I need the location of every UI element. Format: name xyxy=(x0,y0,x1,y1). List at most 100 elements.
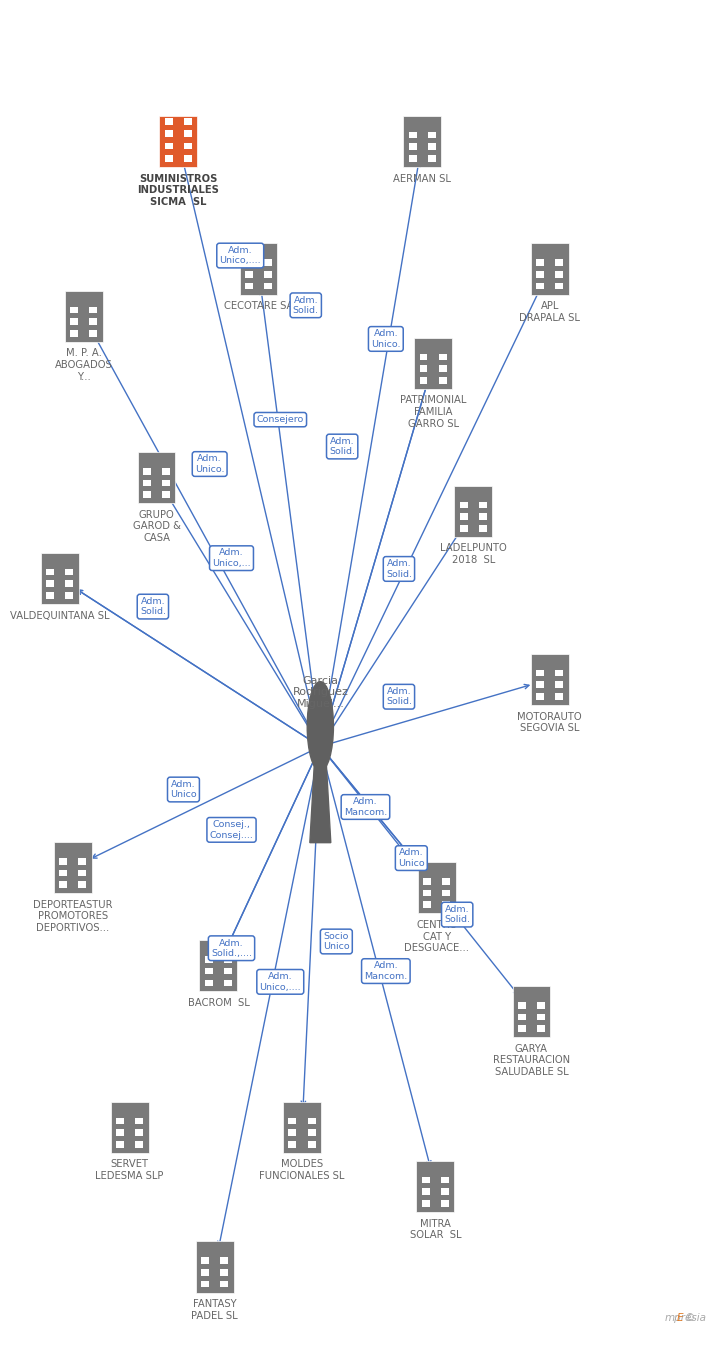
FancyBboxPatch shape xyxy=(428,144,436,151)
Text: FANTASY
PADEL SL: FANTASY PADEL SL xyxy=(191,1299,238,1321)
FancyBboxPatch shape xyxy=(90,307,98,313)
FancyBboxPatch shape xyxy=(308,1118,316,1124)
FancyBboxPatch shape xyxy=(165,143,173,149)
FancyBboxPatch shape xyxy=(245,272,253,278)
FancyBboxPatch shape xyxy=(428,132,436,139)
Text: GRUPO
GAROD &
CASA: GRUPO GAROD & CASA xyxy=(132,510,181,543)
FancyBboxPatch shape xyxy=(221,1280,229,1287)
Text: CENTRO
CAT Y
DESGUACE...: CENTRO CAT Y DESGUACE... xyxy=(404,920,470,954)
Text: Socio
Unico: Socio Unico xyxy=(323,932,349,951)
FancyBboxPatch shape xyxy=(143,468,151,475)
Text: SUMINISTROS
INDUSTRIALES
SICMA  SL: SUMINISTROS INDUSTRIALES SICMA SL xyxy=(138,174,219,207)
FancyBboxPatch shape xyxy=(518,1002,526,1009)
FancyBboxPatch shape xyxy=(264,260,272,266)
FancyBboxPatch shape xyxy=(537,1025,545,1032)
FancyBboxPatch shape xyxy=(419,366,427,373)
FancyBboxPatch shape xyxy=(422,1189,430,1196)
Text: ©: © xyxy=(685,1314,699,1323)
Text: SERVET
LEDESMA SLP: SERVET LEDESMA SLP xyxy=(95,1159,164,1181)
FancyBboxPatch shape xyxy=(479,514,487,521)
FancyBboxPatch shape xyxy=(165,155,173,161)
FancyBboxPatch shape xyxy=(288,1130,296,1137)
FancyBboxPatch shape xyxy=(536,272,544,278)
FancyBboxPatch shape xyxy=(439,354,447,360)
FancyBboxPatch shape xyxy=(90,330,98,336)
FancyBboxPatch shape xyxy=(116,1130,124,1137)
Text: E: E xyxy=(676,1314,683,1323)
FancyBboxPatch shape xyxy=(518,1014,526,1021)
FancyBboxPatch shape xyxy=(422,1177,430,1184)
FancyBboxPatch shape xyxy=(79,870,87,877)
FancyBboxPatch shape xyxy=(245,282,253,289)
Text: Adm.
Solid.: Adm. Solid. xyxy=(444,905,470,924)
FancyBboxPatch shape xyxy=(403,116,441,167)
Text: PATRIMONIAL
FAMILIA
GARRO SL: PATRIMONIAL FAMILIA GARRO SL xyxy=(400,395,467,429)
Text: GARYA
RESTAURACION
SALUDABLE SL: GARYA RESTAURACION SALUDABLE SL xyxy=(493,1044,570,1077)
FancyBboxPatch shape xyxy=(459,502,467,508)
FancyBboxPatch shape xyxy=(459,514,467,521)
FancyBboxPatch shape xyxy=(201,1280,209,1287)
FancyBboxPatch shape xyxy=(184,118,192,125)
FancyBboxPatch shape xyxy=(159,116,197,167)
FancyBboxPatch shape xyxy=(224,956,232,963)
FancyBboxPatch shape xyxy=(221,1258,229,1264)
FancyBboxPatch shape xyxy=(70,330,78,336)
Text: Consejero: Consejero xyxy=(257,416,304,424)
FancyBboxPatch shape xyxy=(70,307,78,313)
Text: Adm.
Unico,...: Adm. Unico,... xyxy=(212,549,251,568)
Text: Consej.,
Consej....: Consej., Consej.... xyxy=(210,820,253,839)
FancyBboxPatch shape xyxy=(199,940,237,991)
Text: Adm.
Mancom.: Adm. Mancom. xyxy=(344,798,387,816)
FancyBboxPatch shape xyxy=(414,338,452,389)
FancyBboxPatch shape xyxy=(46,581,54,588)
FancyBboxPatch shape xyxy=(205,968,213,975)
Text: MITRA
SOLAR  SL: MITRA SOLAR SL xyxy=(410,1219,461,1240)
FancyBboxPatch shape xyxy=(555,282,563,289)
FancyBboxPatch shape xyxy=(537,1014,545,1021)
FancyBboxPatch shape xyxy=(205,979,213,986)
FancyBboxPatch shape xyxy=(135,1141,143,1147)
Text: APL
DRAPALA SL: APL DRAPALA SL xyxy=(519,301,580,323)
FancyBboxPatch shape xyxy=(264,272,272,278)
FancyBboxPatch shape xyxy=(65,291,103,342)
FancyBboxPatch shape xyxy=(162,468,170,475)
FancyBboxPatch shape xyxy=(41,553,79,604)
FancyBboxPatch shape xyxy=(46,592,54,599)
Text: BACROM  SL: BACROM SL xyxy=(188,998,249,1007)
Text: Adm.
Unico,....: Adm. Unico,.... xyxy=(259,972,301,991)
FancyBboxPatch shape xyxy=(201,1270,209,1276)
Text: Adm.
Unico,....: Adm. Unico,.... xyxy=(219,246,261,265)
Text: VALDEQUINTANA SL: VALDEQUINTANA SL xyxy=(10,611,109,620)
Text: Adm.
Solid.: Adm. Solid. xyxy=(329,437,355,456)
FancyBboxPatch shape xyxy=(418,862,456,913)
Text: mpresia: mpresia xyxy=(664,1314,706,1323)
FancyBboxPatch shape xyxy=(555,260,563,266)
FancyBboxPatch shape xyxy=(416,1161,454,1212)
FancyBboxPatch shape xyxy=(70,319,78,325)
FancyBboxPatch shape xyxy=(79,881,87,888)
FancyBboxPatch shape xyxy=(479,502,487,508)
FancyBboxPatch shape xyxy=(479,525,487,531)
FancyBboxPatch shape xyxy=(555,272,563,278)
FancyBboxPatch shape xyxy=(531,654,569,705)
FancyBboxPatch shape xyxy=(555,670,563,677)
FancyBboxPatch shape xyxy=(555,693,563,699)
FancyBboxPatch shape xyxy=(423,901,431,908)
FancyBboxPatch shape xyxy=(221,1270,229,1276)
Text: Adm.
Solid.,....: Adm. Solid.,.... xyxy=(211,939,252,958)
Ellipse shape xyxy=(307,682,333,771)
FancyBboxPatch shape xyxy=(443,890,451,897)
FancyBboxPatch shape xyxy=(165,118,173,125)
FancyBboxPatch shape xyxy=(536,682,544,689)
FancyBboxPatch shape xyxy=(79,858,87,865)
FancyBboxPatch shape xyxy=(143,491,151,498)
Text: Adm.
Solid.: Adm. Solid. xyxy=(386,687,412,706)
FancyBboxPatch shape xyxy=(439,377,447,383)
Text: MOTORAUTO
SEGOVIA SL: MOTORAUTO SEGOVIA SL xyxy=(518,712,582,733)
FancyBboxPatch shape xyxy=(308,1130,316,1137)
FancyBboxPatch shape xyxy=(59,881,67,888)
FancyBboxPatch shape xyxy=(224,968,232,975)
FancyBboxPatch shape xyxy=(138,452,175,503)
Text: AERMAN SL: AERMAN SL xyxy=(393,174,451,183)
FancyBboxPatch shape xyxy=(423,878,431,885)
